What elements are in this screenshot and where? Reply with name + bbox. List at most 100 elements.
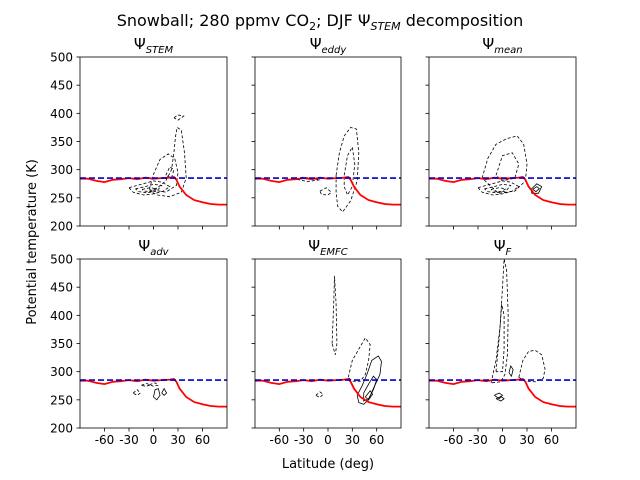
y-tick-label: 350: [50, 135, 73, 149]
contour-positive: [508, 365, 514, 378]
y-tick-label: 400: [50, 107, 73, 121]
contour-positive: [356, 355, 382, 405]
axes-frame: [79, 56, 228, 227]
subplot-title-subscript: EMFC: [320, 247, 348, 258]
x-tick-label: 60: [369, 433, 384, 447]
subplot-title-symbol: Ψ: [134, 35, 146, 53]
subplot-title: ΨEMFC: [308, 237, 348, 258]
title-part-2: ; DJF Ψ: [316, 11, 370, 30]
x-tick-label: -60: [270, 433, 290, 447]
x-axis-label: Latitude (deg): [282, 457, 374, 472]
subplot-title-subscript: adv: [150, 247, 169, 258]
y-tick-label: 450: [50, 79, 73, 93]
axes-frame: [79, 258, 228, 429]
subplot-5: -60 -30 0 30 60 ΨEMFC: [251, 237, 402, 447]
contour-group: [490, 259, 546, 402]
x-tick-label: -60: [444, 433, 464, 447]
contour-negative: [490, 259, 509, 384]
y-tick-label: 250: [50, 191, 73, 205]
contour-negative: [149, 126, 187, 198]
subplot-title-subscript: STEM: [146, 45, 174, 56]
x-tick-label: 30: [519, 433, 534, 447]
figure-title: Snowball; 280 ppmv CO2; DJF ΨSTEM decomp…: [117, 11, 524, 33]
contour-negative: [335, 126, 360, 213]
contour-negative: [343, 145, 356, 196]
y-tick-label: 400: [50, 309, 73, 323]
x-tick-label: -60: [95, 433, 115, 447]
contour-negative: [141, 383, 152, 387]
axes-frame: [428, 56, 577, 227]
contour-positive: [364, 390, 374, 401]
title-part-1: Snowball; 280 ppmv CO: [117, 11, 309, 30]
contour-negative: [132, 389, 142, 396]
subplot-title-symbol: Ψ: [482, 35, 494, 53]
subplot-title-symbol: Ψ: [138, 237, 150, 255]
contour-negative: [518, 349, 546, 383]
axes-frame: [254, 258, 402, 429]
tropopause-line: [255, 176, 401, 206]
contour-negative: [495, 304, 505, 373]
title-sub-2: STEM: [370, 20, 401, 33]
y-tick-label: 500: [50, 51, 73, 65]
tropopause-line: [429, 378, 576, 408]
x-tick-label: 30: [345, 433, 360, 447]
contour-negative: [484, 183, 512, 194]
subplot-6: -60 -30 0 30 60 ΨF: [425, 237, 577, 447]
x-tick-label: -30: [294, 433, 314, 447]
contour-negative: [149, 153, 179, 193]
y-axis-label: Potential temperature (K): [25, 159, 40, 325]
y-tick-label: 350: [50, 337, 73, 351]
contour-negative: [315, 391, 324, 399]
contour-group: [315, 275, 382, 405]
tropopause-line: [80, 378, 227, 408]
contour-negative: [319, 187, 332, 196]
y-tick-label: 300: [50, 163, 73, 177]
contour-positive: [532, 186, 540, 193]
subplot-title-subscript: eddy: [322, 45, 348, 56]
y-tick-label: 450: [50, 281, 73, 295]
subplot-title: ΨF: [494, 237, 512, 258]
subplot-title-symbol: Ψ: [308, 237, 320, 255]
title-sub-1: 2: [309, 20, 316, 33]
contour-negative: [495, 152, 520, 182]
contour-group: [132, 382, 168, 401]
contour-positive: [495, 396, 505, 402]
y-tick-label: 200: [50, 422, 73, 436]
subplot-3: Ψmean: [425, 35, 577, 230]
subplot-title: ΨSTEM: [134, 35, 174, 56]
contour-negative: [481, 135, 528, 194]
tropopause-line: [255, 378, 401, 408]
subplot-title: Ψmean: [482, 35, 522, 56]
x-tick-label: 0: [324, 433, 332, 447]
subplot-title-symbol: Ψ: [310, 35, 322, 53]
title-part-3: decomposition: [401, 11, 524, 30]
subplot-4: -60 -30 0 30 60 200 250 300 350 400 450 500 Ψadv: [50, 237, 228, 447]
contour-negative: [135, 183, 163, 194]
contour-positive: [153, 388, 161, 401]
contour-positive: [530, 183, 543, 194]
y-tick-label: 200: [50, 220, 73, 234]
subplot-title: Ψeddy: [310, 35, 348, 56]
contour-negative: [331, 275, 338, 355]
contour-negative: [149, 382, 160, 387]
y-tick-label: 500: [50, 253, 73, 267]
x-tick-label: 0: [150, 433, 158, 447]
x-tick-label: 30: [170, 433, 185, 447]
subplot-title: Ψadv: [138, 237, 169, 258]
y-tick-label: 250: [50, 393, 73, 407]
contour-positive: [161, 387, 168, 396]
x-tick-label: 60: [195, 433, 210, 447]
contour-group: [477, 135, 543, 196]
x-tick-label: 0: [499, 433, 507, 447]
x-tick-label: -30: [468, 433, 488, 447]
x-tick-label: 60: [544, 433, 559, 447]
subplot-title-subscript: F: [506, 247, 512, 258]
axes-frame: [254, 56, 402, 227]
subplot-2: Ψeddy: [251, 35, 402, 230]
contour-negative: [173, 114, 185, 121]
contour-negative: [490, 187, 507, 193]
contour-negative: [128, 180, 171, 196]
y-tick-label: 300: [50, 365, 73, 379]
contour-negative: [477, 180, 520, 196]
